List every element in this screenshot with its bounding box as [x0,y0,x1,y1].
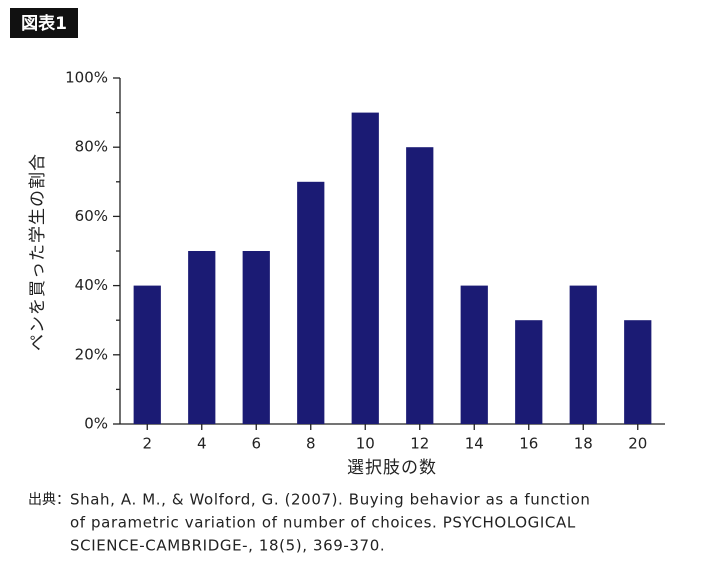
x-tick-label: 12 [410,435,429,453]
source-line: of parametric variation of number of cho… [70,514,576,532]
y-axis-label: ペンを買った学生の割合 [28,153,48,351]
source-line: Shah, A. M., & Wolford, G. (2007). Buyin… [70,491,590,509]
bar [460,285,488,424]
x-tick-label: 4 [197,435,207,453]
x-tick-label: 8 [306,435,316,453]
y-tick-label: 40% [75,276,108,294]
badge-box [10,8,78,38]
x-tick-label: 14 [465,435,484,453]
y-tick-label: 20% [75,345,108,363]
x-tick-label: 2 [142,435,152,453]
x-tick-label: 6 [251,435,261,453]
bar [242,251,270,424]
bar [188,251,216,424]
x-tick-label: 10 [356,435,375,453]
bar [351,112,379,424]
bar [133,285,161,424]
bar [569,285,597,424]
bar [624,320,652,424]
bar [406,147,434,424]
source-label: 出典： [28,492,70,508]
y-tick-label: 100% [65,69,108,87]
y-tick-label: 80% [75,138,108,156]
badge: 図表1 [21,13,67,34]
source-line: SCIENCE-CAMBRIDGE-, 18(5), 369-370. [70,537,385,555]
y-tick-label: 60% [75,207,108,225]
x-tick-label: 20 [628,435,647,453]
x-axis-label: 選択肢の数 [347,458,437,478]
bar [515,320,543,424]
x-tick-label: 16 [519,435,538,453]
bar [297,181,325,424]
y-tick-label: 0% [84,415,108,433]
x-tick-label: 18 [574,435,593,453]
